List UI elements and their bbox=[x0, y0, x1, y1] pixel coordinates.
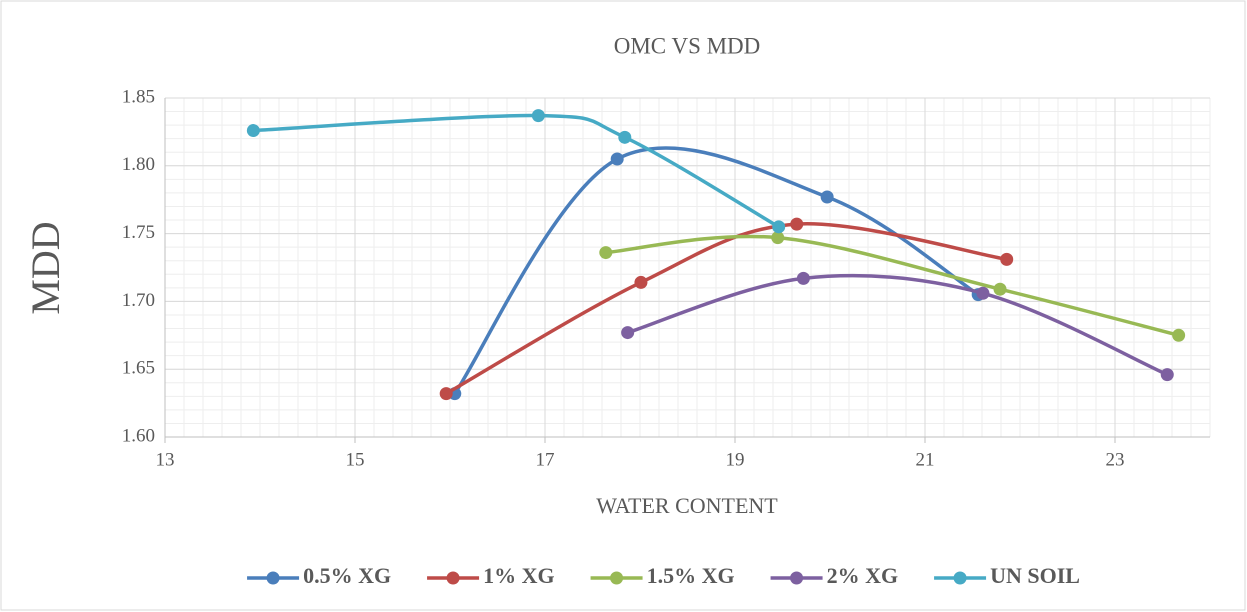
data-point bbox=[993, 282, 1007, 296]
data-point bbox=[599, 246, 613, 260]
legend-label: UN SOIL bbox=[990, 563, 1080, 588]
data-point bbox=[439, 387, 453, 401]
legend-marker bbox=[790, 571, 804, 585]
x-tick-label: 17 bbox=[536, 449, 555, 470]
legend-marker bbox=[446, 571, 460, 585]
x-tick-label: 15 bbox=[346, 449, 365, 470]
chart-title: OMC VS MDD bbox=[614, 33, 761, 58]
legend-label: 2% XG bbox=[827, 563, 899, 588]
data-point bbox=[772, 220, 786, 234]
data-point bbox=[531, 109, 545, 123]
legend-entry: 2% XG bbox=[770, 563, 899, 588]
data-point bbox=[976, 286, 990, 300]
y-tick-label: 1.60 bbox=[122, 425, 155, 446]
y-tick-label: 1.75 bbox=[122, 222, 155, 243]
legend: 0.5% XG 1% XG 1.5% XG 2% XG UN SOIL bbox=[247, 563, 1080, 588]
data-point bbox=[246, 124, 260, 138]
data-point bbox=[618, 130, 632, 144]
legend-entry: 0.5% XG bbox=[247, 563, 391, 588]
data-point bbox=[1172, 328, 1186, 342]
x-tick-label: 19 bbox=[726, 449, 745, 470]
data-point bbox=[796, 271, 810, 285]
data-point bbox=[610, 152, 624, 166]
data-point bbox=[820, 190, 834, 204]
y-tick-label: 1.80 bbox=[122, 154, 155, 175]
y-axis-label: MDD bbox=[23, 221, 68, 314]
x-tick-label: 13 bbox=[156, 449, 175, 470]
y-tick-label: 1.70 bbox=[122, 290, 155, 311]
legend-marker bbox=[953, 571, 967, 585]
series-line bbox=[253, 113, 780, 229]
legend-entry: 1% XG bbox=[427, 563, 555, 588]
x-axis-label: WATER CONTENT bbox=[596, 493, 778, 518]
series-line bbox=[453, 146, 980, 395]
x-tick-label: 21 bbox=[916, 449, 935, 470]
legend-label: 1% XG bbox=[483, 563, 555, 588]
series-line bbox=[445, 222, 1007, 396]
data-point bbox=[1160, 368, 1174, 382]
series-line bbox=[627, 273, 1168, 377]
y-tick-label: 1.65 bbox=[122, 358, 155, 379]
legend-marker bbox=[266, 571, 280, 585]
y-tick-label: 1.85 bbox=[122, 86, 155, 107]
legend-entry: 1.5% XG bbox=[590, 563, 735, 588]
x-tick-label: 23 bbox=[1106, 449, 1125, 470]
legend-marker bbox=[610, 571, 624, 585]
legend-label: 0.5% XG bbox=[303, 563, 391, 588]
data-point bbox=[790, 217, 804, 231]
data-point bbox=[1000, 252, 1014, 266]
legend-label: 1.5% XG bbox=[647, 563, 735, 588]
series-line bbox=[605, 234, 1180, 337]
data-point bbox=[621, 326, 635, 340]
legend-entry: UN SOIL bbox=[934, 563, 1080, 588]
data-point bbox=[634, 275, 648, 289]
data-point bbox=[771, 231, 785, 245]
